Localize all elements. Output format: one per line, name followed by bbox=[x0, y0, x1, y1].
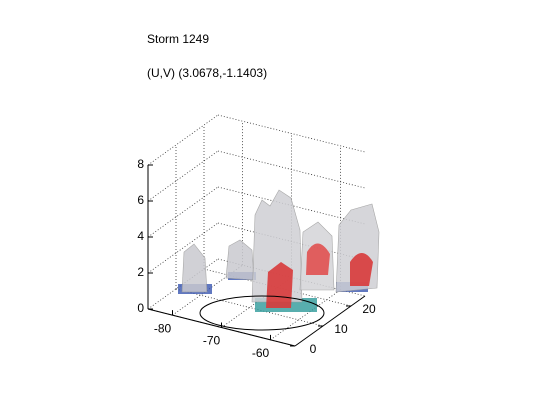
storm-circle bbox=[199, 295, 325, 331]
isosurfaces bbox=[178, 189, 380, 331]
y-tick-label: 0 bbox=[310, 342, 317, 356]
z-tick-label: 6 bbox=[137, 193, 144, 207]
x-tick-label: -80 bbox=[154, 321, 172, 335]
z-tick-label: 0 bbox=[137, 301, 144, 315]
axes: -80 -70 -60 0 10 20 0 2 4 6 8 bbox=[137, 157, 376, 360]
z-tick-label: 2 bbox=[137, 265, 144, 279]
y-tick-label: 10 bbox=[334, 322, 348, 336]
chart-subtitle: (U,V) (3.0678,-1.1403) bbox=[147, 66, 267, 80]
gray-blob bbox=[181, 243, 208, 293]
y-tick-label: 20 bbox=[362, 302, 376, 316]
x-tick-label: -60 bbox=[252, 346, 270, 360]
z-tick-label: 8 bbox=[137, 157, 144, 171]
gray-blob bbox=[225, 239, 255, 281]
x-tick-label: -70 bbox=[203, 334, 221, 348]
y-axis bbox=[294, 295, 366, 347]
grid-line bbox=[217, 114, 366, 153]
red-blob bbox=[350, 253, 373, 286]
chart-title: Storm 1249 bbox=[147, 32, 209, 46]
red-blob bbox=[306, 243, 330, 275]
grid-line bbox=[175, 288, 324, 327]
z-tick-label: 4 bbox=[137, 229, 144, 243]
grid-line bbox=[217, 150, 366, 189]
